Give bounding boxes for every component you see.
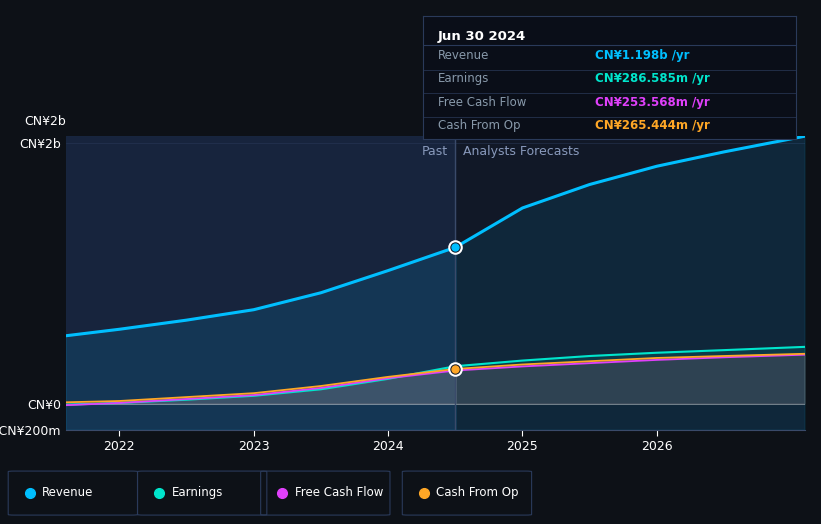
Text: CN¥253.568m /yr: CN¥253.568m /yr — [594, 96, 709, 109]
Text: CN¥286.585m /yr: CN¥286.585m /yr — [594, 72, 709, 85]
Bar — [66, 136, 456, 430]
Text: Cash From Op: Cash From Op — [438, 119, 521, 132]
Text: CN¥265.444m /yr: CN¥265.444m /yr — [594, 119, 709, 132]
Text: Revenue: Revenue — [42, 486, 94, 499]
Text: CN¥2b: CN¥2b — [25, 115, 67, 128]
Text: Past: Past — [422, 145, 448, 158]
Text: Analysts Forecasts: Analysts Forecasts — [463, 145, 579, 158]
Text: Free Cash Flow: Free Cash Flow — [438, 96, 526, 109]
Text: Jun 30 2024: Jun 30 2024 — [438, 30, 526, 43]
Text: Earnings: Earnings — [172, 486, 222, 499]
Text: Free Cash Flow: Free Cash Flow — [295, 486, 383, 499]
Text: CN¥1.198b /yr: CN¥1.198b /yr — [594, 49, 689, 62]
Text: Revenue: Revenue — [438, 49, 489, 62]
Text: Earnings: Earnings — [438, 72, 489, 85]
Text: Cash From Op: Cash From Op — [436, 486, 519, 499]
